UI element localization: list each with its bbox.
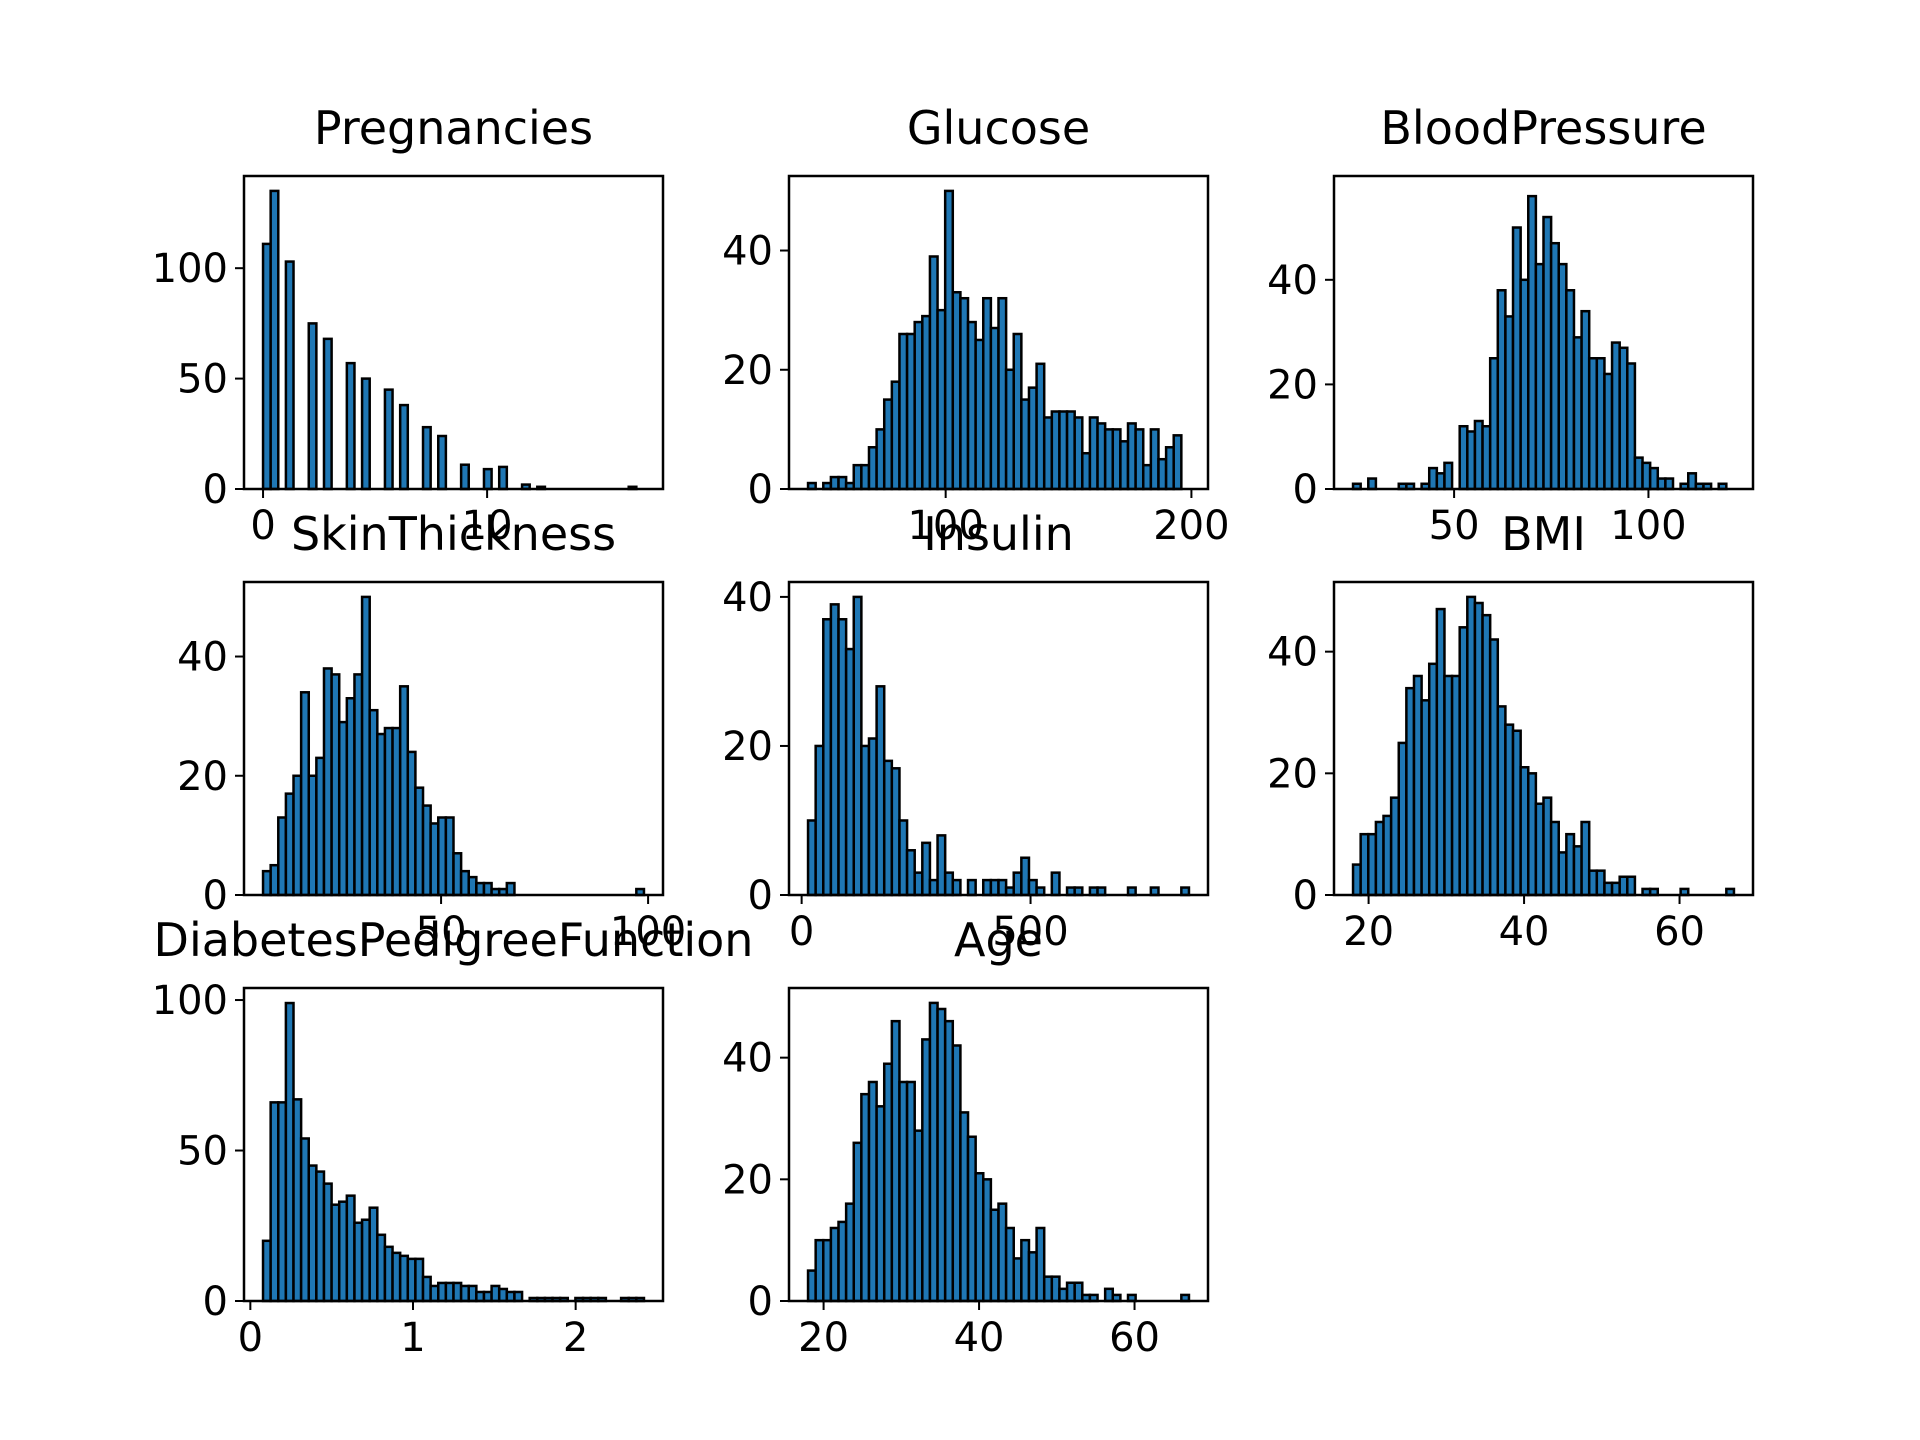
x-tick-label: 0 [789,909,814,955]
histogram-bar [398,403,410,491]
histogram-bar [951,878,962,897]
x-tick-label: 20 [798,1315,849,1361]
histogram-bar [437,434,448,491]
y-tick-label: 40 [722,1036,773,1082]
x-tick-label: 60 [1654,909,1705,955]
y-tick-label: 20 [722,1157,773,1203]
y-tick-label: 0 [203,1279,228,1325]
histogram-bar [1443,461,1454,491]
histogram-bar [966,878,977,897]
axes-frame [787,174,1210,491]
x-tick-label: 50 [1429,503,1480,549]
histogram-bar [459,463,470,491]
histogram-bar [1172,434,1183,491]
x-tick-label: 100 [1610,503,1686,549]
histogram-bar [1367,477,1378,491]
x-tick-label: 0 [238,1315,263,1361]
axes-frame [787,986,1210,1303]
axes-frame [1332,580,1755,897]
y-tick-label: 20 [722,348,773,394]
histogram-bar [360,377,371,491]
panel-title: BMI [1501,507,1586,561]
panel-title: Age [954,913,1043,967]
panel-title: Insulin [923,507,1074,561]
x-tick-label: 500 [992,909,1068,955]
histogram-bar [345,361,356,491]
axes-frame [242,174,665,491]
histogram-bar [307,322,318,491]
histogram-bar [322,337,333,491]
x-tick-label: 100 [907,503,983,549]
axes-frame [242,986,665,1303]
histogram-bar [1664,477,1675,491]
y-tick-label: 0 [203,873,228,919]
y-tick-label: 20 [177,754,228,800]
histogram-panel: 20 40 60 0 20 40 BMI [1267,507,1755,955]
panel-title: Pregnancies [314,101,593,155]
axes-frame [242,580,665,897]
x-tick-label: 50 [416,909,467,955]
x-tick-label: 10 [462,503,513,549]
histogram-bar [513,1290,524,1303]
histogram-bar [482,467,493,491]
y-tick-label: 20 [722,724,773,770]
y-tick-label: 40 [1267,258,1318,304]
histogram-bar [1626,875,1637,897]
histogram-bar [284,260,295,491]
histogram-panel: 0 1 2 0 50 100 DiabetesPedigreeFunction [152,913,754,1361]
histogram-panel: 100 200 0 20 40 Glucose [722,101,1229,549]
histogram-bar [383,388,394,491]
histogram-panel: 50 100 0 20 40 SkinThickness [177,507,686,955]
histogram-panel: 50 100 0 20 40 BloodPressure [1267,101,1755,549]
x-tick-label: 60 [1109,1315,1160,1361]
x-tick-label: 2 [563,1315,588,1361]
x-tick-label: 100 [610,909,686,955]
y-tick-label: 50 [177,357,228,403]
panel-title: BloodPressure [1380,101,1706,155]
histogram-bar [497,465,509,491]
y-tick-label: 0 [1293,873,1318,919]
x-tick-label: 1 [400,1315,425,1361]
histogram-panel: 20 40 60 0 20 40 Age [722,913,1210,1361]
histogram-bar [1050,871,1061,897]
y-tick-label: 0 [1293,467,1318,513]
axes-frame [787,580,1210,897]
y-tick-label: 40 [722,229,773,275]
axes-frame [1332,174,1755,491]
x-tick-label: 200 [1153,503,1229,549]
y-tick-label: 0 [748,467,773,513]
panel-title: Glucose [907,101,1090,155]
y-tick-label: 0 [203,467,228,513]
y-tick-label: 40 [1267,630,1318,676]
panel-title: SkinThickness [291,507,616,561]
panel-title: DiabetesPedigreeFunction [154,913,754,967]
y-tick-label: 0 [748,873,773,919]
y-tick-label: 40 [722,575,773,621]
y-tick-label: 100 [152,246,228,292]
x-tick-label: 40 [954,1315,1005,1361]
y-tick-label: 20 [1267,362,1318,408]
y-tick-label: 40 [177,635,228,681]
histogram-bar [421,425,432,491]
x-tick-label: 40 [1499,909,1550,955]
y-tick-label: 50 [177,1129,228,1175]
histogram-bar [505,881,516,897]
x-tick-label: 20 [1343,909,1394,955]
histogram-panel: 0 500 0 20 40 Insulin [722,507,1210,955]
histogram-bar [269,189,280,491]
y-tick-label: 0 [748,1279,773,1325]
x-tick-label: 0 [250,503,275,549]
y-tick-label: 100 [152,978,228,1024]
y-tick-label: 20 [1267,751,1318,797]
